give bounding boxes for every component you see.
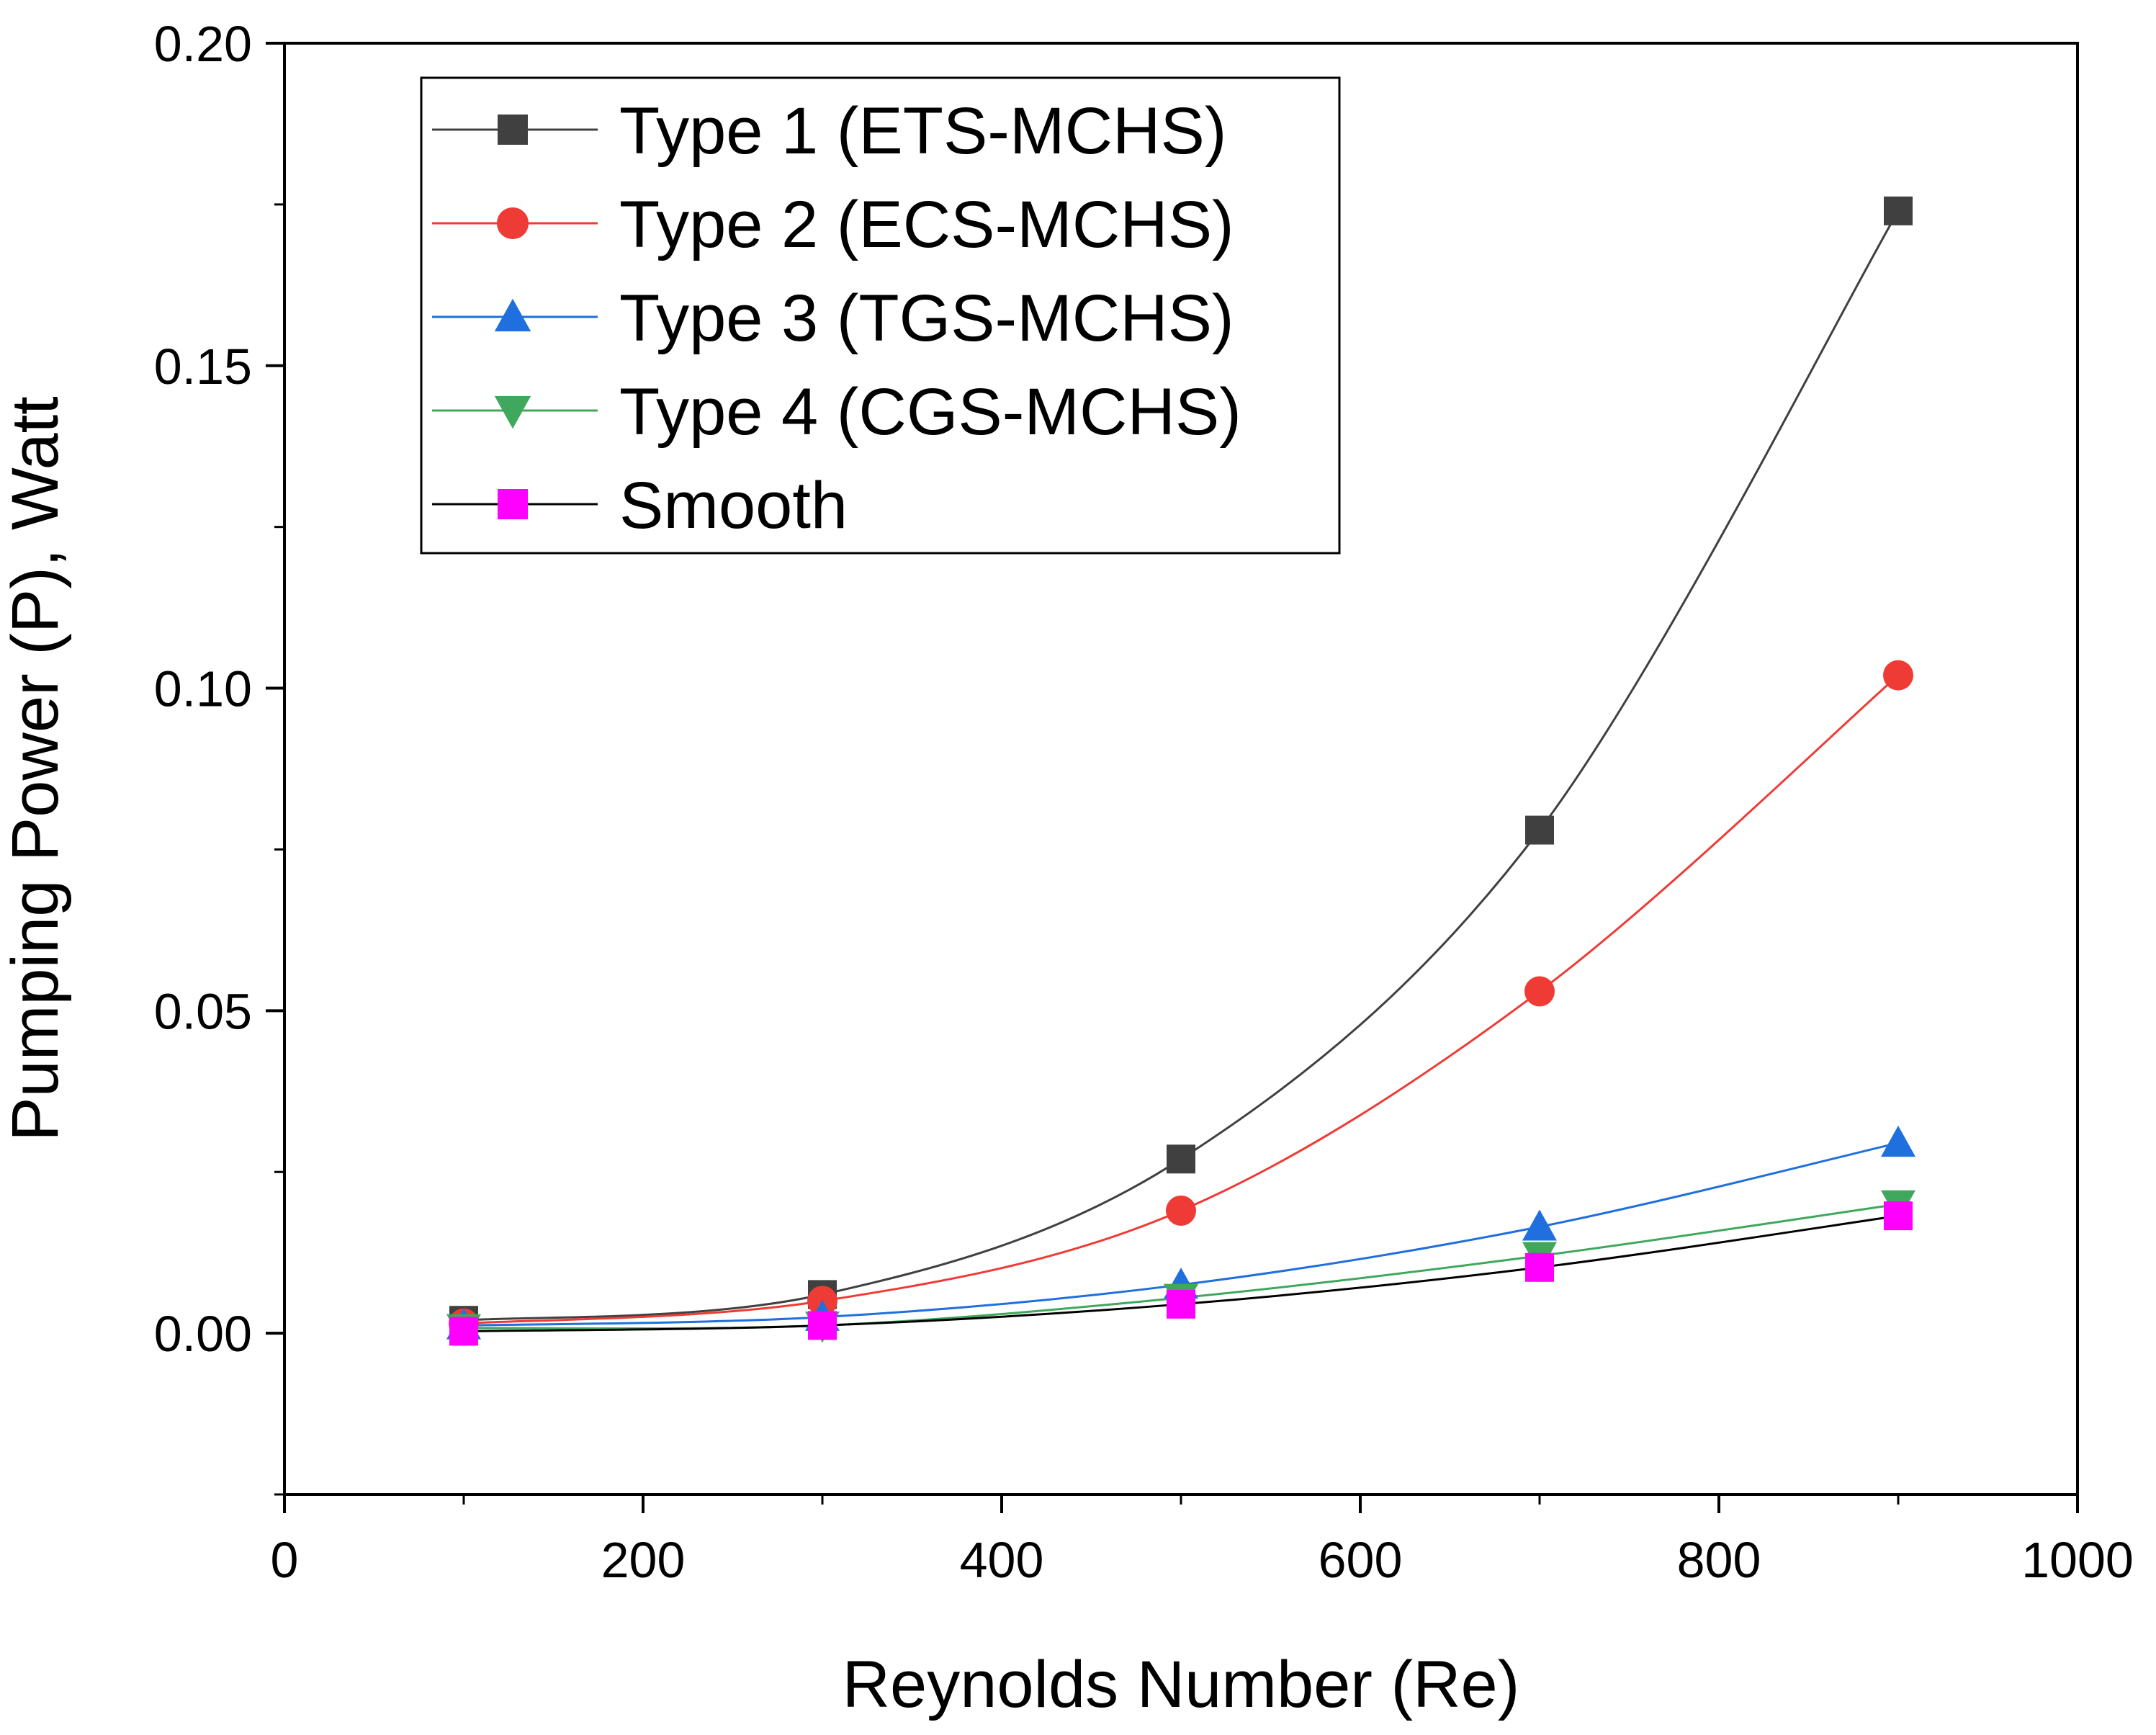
data-point-series-2-3 <box>1166 1195 1196 1226</box>
series-line-2 <box>463 674 1899 1325</box>
legend-label: Type 3 (TGS-MCHS) <box>619 282 1234 355</box>
data-point-series-5-1 <box>449 1317 478 1346</box>
data-point-series-1-3 <box>1167 1144 1195 1174</box>
y-tick-label: 0.20 <box>154 16 252 72</box>
y-tick-label: 0.10 <box>154 661 252 717</box>
y-axis: 0.00 0.05 0.10 0.15 0.20 <box>154 16 284 1496</box>
data-point-series-5-5 <box>1884 1201 1913 1231</box>
x-axis: 0 200 400 600 800 1000 <box>271 1494 2134 1588</box>
legend-label: Smooth <box>619 469 848 542</box>
legend-label: Type 4 (CGS-MCHS) <box>619 375 1241 449</box>
y-axis-title: Pumping Power (P), Watt <box>0 396 72 1141</box>
x-tick-label: 400 <box>960 1532 1044 1588</box>
legend-label: Type 2 (ECS-MCHS) <box>619 188 1234 261</box>
y-tick-label: 0.05 <box>154 983 252 1039</box>
series-line-1 <box>463 210 1900 1322</box>
x-tick-label: 200 <box>601 1532 686 1588</box>
legend-marker <box>498 115 528 145</box>
y-tick-label: 0.00 <box>154 1306 252 1362</box>
data-point-series-2-5 <box>1883 660 1913 691</box>
legend-label: Type 1 (ETS-MCHS) <box>619 94 1226 168</box>
x-axis-title: Reynolds Number (Re) <box>843 1648 1520 1721</box>
data-point-series-5-4 <box>1525 1252 1554 1282</box>
x-tick-label: 0 <box>271 1532 299 1588</box>
y-tick-label: 0.15 <box>154 339 252 395</box>
legend-box <box>420 76 1341 555</box>
data-point-series-3-5 <box>1881 1125 1915 1157</box>
series-markers <box>446 196 1915 1346</box>
data-point-series-1-5 <box>1884 196 1913 225</box>
x-tick-label: 800 <box>1677 1532 1761 1588</box>
data-point-series-5-2 <box>808 1311 837 1340</box>
legend-marker <box>494 298 531 332</box>
legend-marker <box>494 395 531 429</box>
legend-marker <box>498 489 528 519</box>
data-point-series-3-4 <box>1522 1209 1557 1241</box>
data-point-series-2-4 <box>1524 976 1555 1007</box>
data-point-series-1-4 <box>1525 815 1554 845</box>
x-tick-label: 600 <box>1319 1532 1403 1588</box>
legend-marker <box>496 207 529 240</box>
legend: Type 1 (ETS-MCHS) Type 2 (ECS-MCHS) Type 3… <box>420 76 1341 555</box>
x-tick-label: 1000 <box>2021 1532 2134 1588</box>
data-point-series-5-3 <box>1167 1289 1195 1319</box>
